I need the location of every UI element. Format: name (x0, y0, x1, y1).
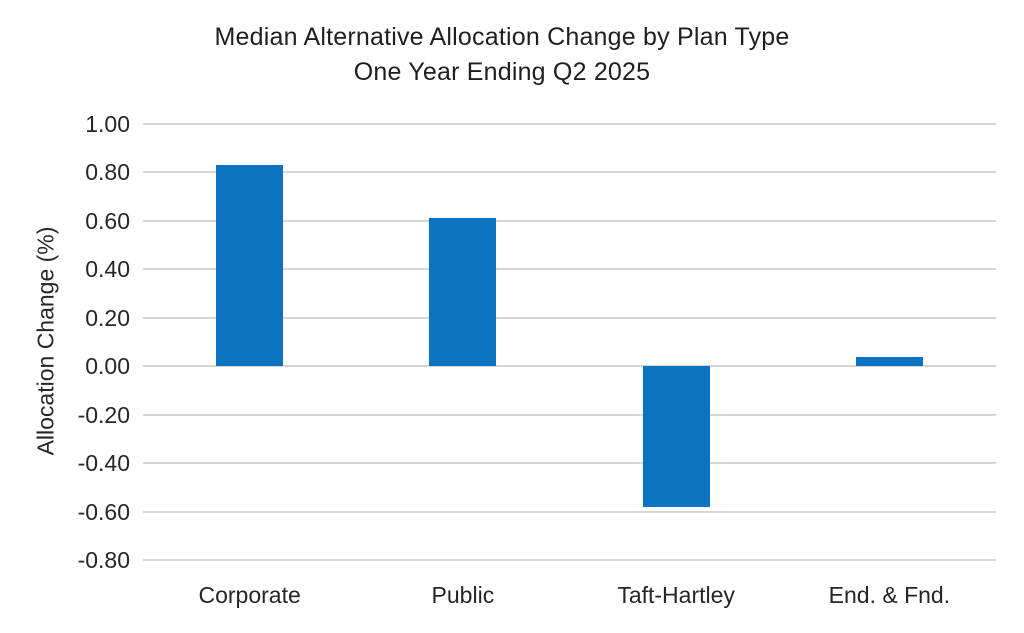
gridline (143, 365, 996, 368)
bar-public (429, 218, 497, 367)
y-tick-label: -0.40 (77, 450, 130, 477)
y-tick-label: -0.60 (77, 498, 130, 525)
y-tick-label: 1.00 (85, 111, 130, 137)
x-axis-label: Public (431, 582, 495, 608)
plot-area (143, 123, 996, 561)
bar-corporate (216, 165, 284, 367)
bar-taft-hartley (642, 366, 710, 507)
y-tick-label: 0.00 (85, 353, 130, 380)
y-tick-label: -0.20 (77, 401, 130, 428)
y-tick-label: 0.40 (85, 256, 130, 283)
chart-title-block: Median Alternative Allocation Change by … (0, 20, 1004, 90)
chart-title: Median Alternative Allocation Change by … (214, 23, 790, 51)
gridline (143, 268, 996, 271)
x-axis-label: Corporate (198, 582, 301, 608)
y-tick-label: 0.60 (85, 207, 130, 234)
gridline (143, 413, 996, 416)
y-tick-label: 0.80 (85, 159, 130, 186)
bar-end-fnd (855, 356, 923, 367)
gridline (143, 316, 996, 319)
gridline (143, 462, 996, 465)
y-tick-label: -0.80 (77, 547, 130, 573)
y-tick-label: 0.20 (85, 304, 130, 331)
gridline (143, 219, 996, 222)
gridline (143, 559, 996, 561)
gridline (143, 123, 996, 125)
chart-subtitle: One Year Ending Q2 2025 (353, 58, 651, 86)
gridline (143, 171, 996, 174)
x-axis-label: End. & Fnd. (828, 582, 951, 608)
gridline (143, 510, 996, 513)
x-axis-label: Taft-Hartley (617, 582, 735, 608)
